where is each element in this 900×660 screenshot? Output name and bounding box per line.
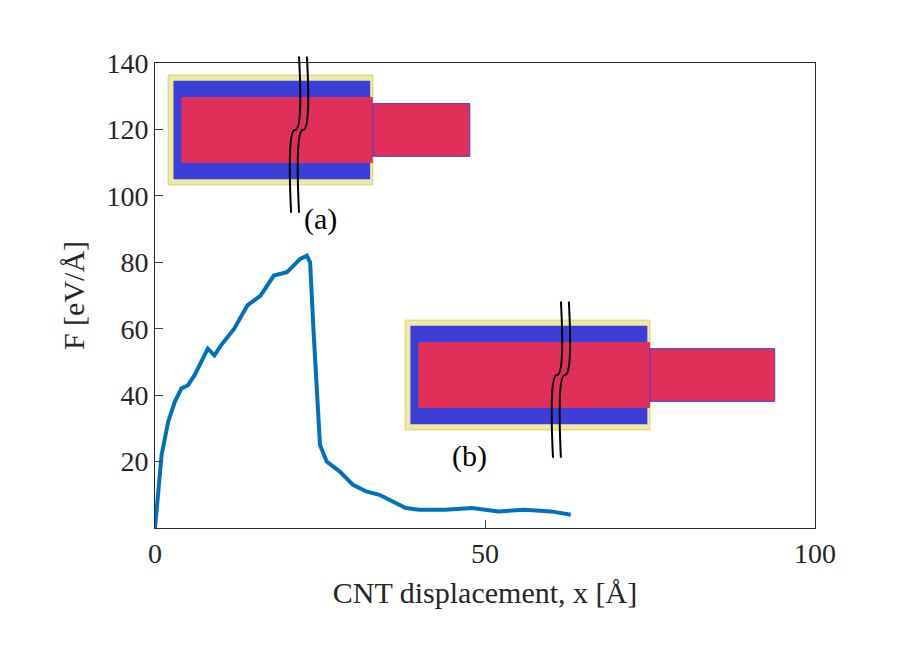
svg-text:(a): (a) [304,202,337,236]
svg-text:F [eV/Å]: F [eV/Å] [57,241,90,350]
svg-text:CNT displacement, x [Å]: CNT displacement, x [Å] [333,576,637,609]
svg-text:120: 120 [106,114,148,145]
svg-text:(b): (b) [452,439,487,473]
svg-text:20: 20 [120,446,148,477]
svg-text:100: 100 [106,181,148,212]
svg-text:50: 50 [471,538,499,569]
svg-text:60: 60 [120,314,148,345]
svg-text:140: 140 [106,48,148,79]
svg-text:80: 80 [120,247,148,278]
svg-text:0: 0 [148,538,162,569]
svg-text:40: 40 [120,380,148,411]
svg-text:100: 100 [794,538,836,569]
